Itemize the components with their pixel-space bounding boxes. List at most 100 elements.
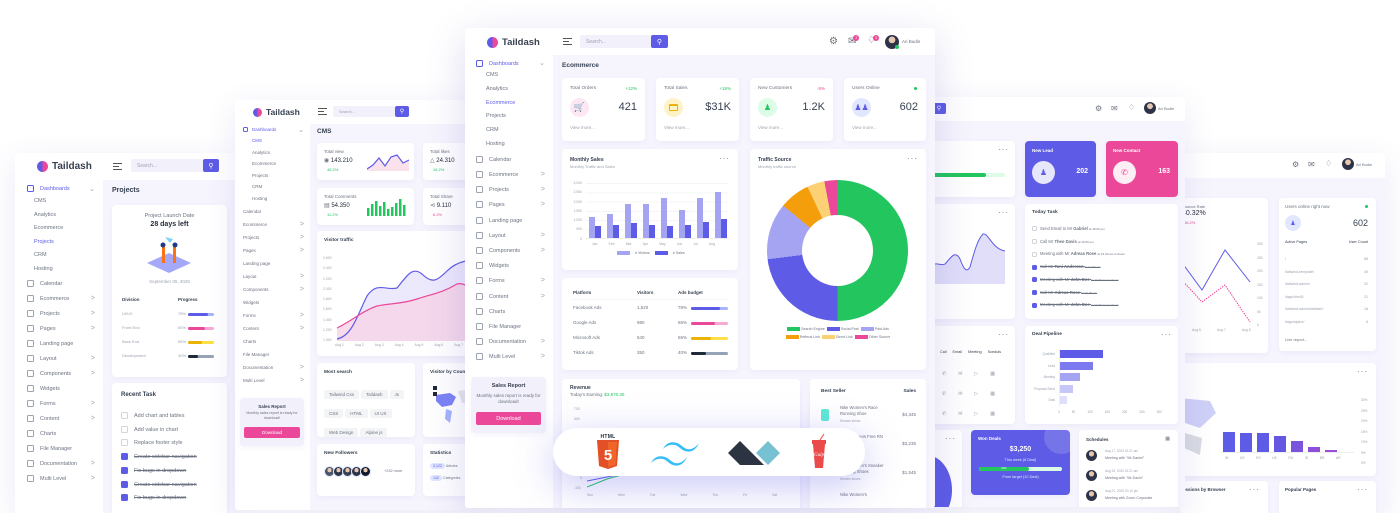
sidebar-item-ecommerce[interactable]: Ecommerce > <box>243 220 304 228</box>
sidebar-sub-projects[interactable]: Projects <box>34 238 54 245</box>
new-lead-card[interactable]: New Lead ♟ 202 <box>1025 141 1096 197</box>
search-input[interactable]: Search... <box>131 159 203 172</box>
sidebar-item-layout[interactable]: Layout > <box>27 351 95 366</box>
sidebar-item-pages[interactable]: Pages > <box>27 321 95 336</box>
task-item[interactable]: Meeting with Mr John Doe at 12.00 am in … <box>1032 299 1125 312</box>
task-item[interactable]: Send Email to Mr Gabriel at 18.00 pm <box>1032 223 1125 236</box>
sidebar-item-widgets[interactable]: Widgets <box>243 299 260 305</box>
mail-icon[interactable]: ✉ <box>1308 160 1315 169</box>
sidebar-item-components[interactable]: Components > <box>27 366 95 381</box>
sidebar-sub-analytics[interactable]: Analytics <box>34 211 57 218</box>
calendar-icon[interactable]: ▦ <box>1165 436 1170 442</box>
menu-toggle-icon[interactable] <box>563 38 572 45</box>
sidebar-sub-crm[interactable]: CRM <box>34 252 47 258</box>
phone-icon[interactable]: ✆ <box>942 371 947 377</box>
menu-toggle-icon[interactable] <box>113 163 122 170</box>
sidebar-item-file-manager[interactable]: File Manager <box>27 441 95 456</box>
search-tag[interactable]: HTML <box>345 409 368 418</box>
video-icon[interactable]: ▷ <box>974 371 979 377</box>
more-options-icon[interactable]: ··· <box>998 145 1009 154</box>
sidebar-item-documentation[interactable]: Documentation > <box>27 456 95 471</box>
search-tag[interactable]: UI UX <box>369 409 392 418</box>
mail-icon[interactable]: ✉ <box>958 371 963 377</box>
sidebar-sub-cms[interactable]: CMS <box>486 72 499 78</box>
gear-icon[interactable]: ⚙ <box>1095 104 1103 113</box>
sidebar-sub-projects[interactable]: Projects <box>486 113 506 120</box>
sidebar-item-charts[interactable]: Charts <box>243 338 257 344</box>
checkbox[interactable] <box>121 439 128 447</box>
view-more-link[interactable]: View more... <box>758 125 783 130</box>
mail-icon[interactable]: ✉ <box>958 411 963 417</box>
sidebar-item-file-manager[interactable]: File Manager <box>476 319 545 334</box>
more-options-icon[interactable]: ··· <box>998 330 1009 339</box>
sidebar-sub-cms[interactable]: CMS <box>252 138 262 143</box>
sidebar-item-documentation[interactable]: Documentation > <box>243 363 304 371</box>
bell-icon[interactable]: ♢ <box>1325 159 1333 168</box>
sidebar-item-layout[interactable]: Layout > <box>476 228 545 243</box>
gear-icon[interactable]: ⚙ <box>829 36 838 47</box>
sidebar-item-components[interactable]: Components > <box>243 285 304 293</box>
user-avatar[interactable] <box>1342 158 1354 170</box>
sidebar-item-multi-level[interactable]: Multi Level > <box>27 471 95 486</box>
checkbox-checked[interactable] <box>121 494 128 502</box>
more-options-icon[interactable]: ··· <box>1357 367 1368 376</box>
checkbox[interactable] <box>121 425 128 433</box>
user-avatar[interactable] <box>1144 102 1156 114</box>
checkbox[interactable] <box>121 412 128 420</box>
sidebar-sub-crm[interactable]: CRM <box>486 127 499 134</box>
sidebar-sub-hosting[interactable]: Hosting <box>252 195 268 201</box>
search-input[interactable]: Search... <box>580 35 652 48</box>
sidebar-item-components[interactable]: Components > <box>476 243 545 258</box>
task-item[interactable]: Meeting with Mr John Doe at 12.00 am in … <box>1032 274 1125 287</box>
sidebar-item-landing-page[interactable]: Landing page <box>476 213 545 228</box>
search-tag[interactable]: Tailwind Css <box>324 390 360 399</box>
task-item[interactable]: Fix bugs in dropdown <box>121 465 197 479</box>
sidebar-item-dashboards[interactable]: Dashboards ⌄ <box>243 124 304 135</box>
sidebar-sub-ecommerce[interactable]: Ecommerce <box>34 225 64 231</box>
more-options-icon[interactable]: ··· <box>1249 485 1260 494</box>
sidebar-item-landing-page[interactable]: Landing page <box>27 336 95 351</box>
sidebar-sub-crm[interactable]: CRM <box>252 184 263 190</box>
sidebar-item-widgets[interactable]: Widgets <box>27 381 95 396</box>
menu-toggle-icon[interactable] <box>318 108 327 115</box>
more-options-icon[interactable]: ··· <box>719 154 730 163</box>
calendar-icon[interactable]: ▦ <box>990 371 995 377</box>
sidebar-item-content[interactable]: Content > <box>27 411 95 426</box>
phone-icon[interactable]: ✆ <box>942 411 947 417</box>
sidebar-sub-analytics[interactable]: Analytics <box>252 149 271 155</box>
task-item[interactable]: Meeting with Mr Adreas Rose at 15.00 am … <box>1032 248 1125 261</box>
search-button[interactable]: ⚲ <box>395 106 409 117</box>
sidebar-item-content[interactable]: Content > <box>476 288 545 303</box>
mail-icon[interactable]: ✉ 2 <box>848 35 860 47</box>
more-options-icon[interactable]: ··· <box>998 208 1009 217</box>
view-more-link[interactable]: View more... <box>852 125 877 130</box>
calendar-icon[interactable]: ▦ <box>990 411 995 417</box>
sidebar-sub-hosting[interactable]: Hosting <box>486 140 505 147</box>
sidebar-item-documentation[interactable]: Documentation > <box>476 334 545 349</box>
user-name[interactable]: Ari Budin <box>902 39 921 44</box>
sidebar-item-multi-level[interactable]: Multi Level > <box>243 376 304 384</box>
task-item[interactable]: Add chart and tables <box>121 410 197 424</box>
sidebar-sub-cms[interactable]: CMS <box>34 198 47 204</box>
phone-icon[interactable]: ✆ <box>942 391 947 397</box>
sidebar-item-multi-level[interactable]: Multi Level > <box>476 349 545 364</box>
task-item[interactable]: Create sidebar navigation <box>121 451 197 465</box>
user-avatar[interactable] <box>885 35 899 49</box>
sidebar-item-pages[interactable]: Pages > <box>476 197 545 212</box>
sidebar-sub-ecommerce[interactable]: Ecommerce <box>252 161 277 167</box>
sidebar-item-forms[interactable]: Forms > <box>27 396 95 411</box>
calendar-icon[interactable]: ▦ <box>990 391 995 397</box>
sidebar-item-widgets[interactable]: Widgets <box>476 258 545 273</box>
view-more-link[interactable]: View more... <box>664 125 689 130</box>
bell-icon[interactable]: ♢ 3 <box>867 35 879 46</box>
search-button[interactable]: ⚲ <box>651 35 668 48</box>
sidebar-sub-projects[interactable]: Projects <box>252 172 269 178</box>
mail-icon[interactable]: ✉ <box>1111 104 1118 113</box>
search-tag[interactable]: Taildash <box>361 390 388 399</box>
sidebar-sub-hosting[interactable]: Hosting <box>34 265 53 272</box>
checkbox-checked[interactable] <box>121 480 128 488</box>
task-item[interactable]: Create sidebar navigation <box>121 479 197 493</box>
more-options-icon[interactable]: ··· <box>907 154 918 163</box>
sidebar-item-forms[interactable]: Forms > <box>476 273 545 288</box>
sidebar-item-dashboards[interactable]: Dashboards ⌄ <box>476 57 545 69</box>
